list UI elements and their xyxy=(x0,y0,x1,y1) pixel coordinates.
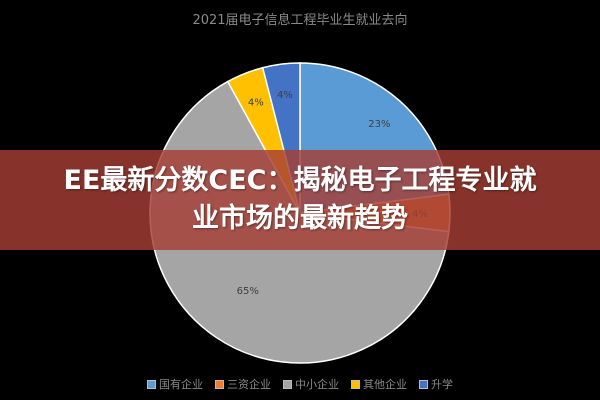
legend-label: 三资企业 xyxy=(227,378,271,391)
legend-swatch xyxy=(351,379,360,389)
legend-swatch xyxy=(419,379,428,389)
legend-label: 国有企业 xyxy=(159,378,203,391)
legend: 国有企业 三资企业 中小企业 其他企业 升学 xyxy=(0,376,600,392)
pie-label-4: 4% xyxy=(277,90,293,101)
pie-label-3: 4% xyxy=(248,97,264,108)
legend-swatch xyxy=(283,379,292,389)
legend-item: 其他企业 xyxy=(351,376,407,392)
legend-item: 中小企业 xyxy=(283,376,339,392)
headline-banner: EE最新分数CEC：揭秘电子工程专业就 业市场的最新趋势 xyxy=(0,150,600,250)
legend-label: 中小企业 xyxy=(295,378,339,391)
pie-label-2: 65% xyxy=(237,286,259,297)
chart-title: 2021届电子信息工程毕业生就业去向 xyxy=(192,13,408,28)
legend-swatch xyxy=(215,379,224,389)
legend-label: 其他企业 xyxy=(363,378,407,391)
headline-line-1: EE最新分数CEC：揭秘电子工程专业就 xyxy=(63,165,537,196)
legend-label: 升学 xyxy=(431,378,453,391)
legend-item: 升学 xyxy=(419,376,453,392)
pie-label-0: 23% xyxy=(368,119,390,130)
legend-item: 三资企业 xyxy=(215,376,271,392)
legend-item: 国有企业 xyxy=(147,376,203,392)
legend-swatch xyxy=(147,379,156,389)
headline-line-2: 业市场的最新趋势 xyxy=(192,203,408,234)
